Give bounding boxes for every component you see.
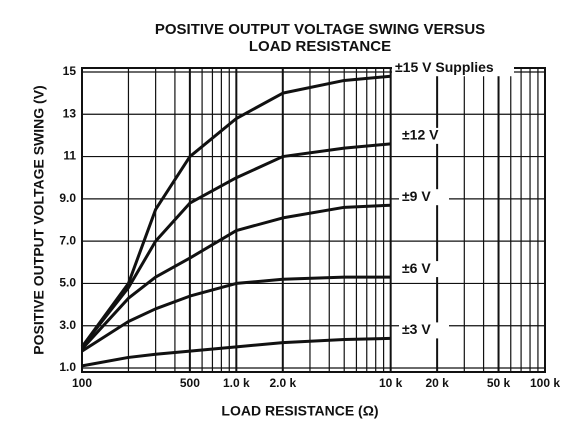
label-background (399, 261, 449, 278)
series-line (80, 142, 391, 348)
x-tick-label: 10 k (379, 376, 403, 390)
x-tick-label: 2.0 k (269, 376, 296, 390)
y-tick-label: 9.0 (59, 191, 76, 205)
x-axis-label: LOAD RESISTANCE (Ω) (221, 403, 378, 419)
x-tick-label: 1.0 k (223, 376, 250, 390)
legend-label: ±12 V (402, 127, 439, 143)
legend-label: ±6 V (402, 260, 431, 276)
chart-title: POSITIVE OUTPUT VOLTAGE SWING VERSUS (155, 21, 485, 38)
legend-label: ±15 V Supplies (395, 59, 494, 75)
x-tick-label: 100 (72, 376, 92, 390)
x-tick-label: 100 k (530, 376, 560, 390)
label-background (399, 322, 449, 339)
y-tick-label: 5.0 (59, 276, 76, 290)
label-background (392, 60, 514, 77)
y-axis-label: POSITIVE OUTPUT VOLTAGE SWING (V) (31, 85, 47, 354)
chart-title: LOAD RESISTANCE (249, 38, 391, 55)
y-tick-label: 11 (63, 149, 76, 163)
series-line (80, 74, 391, 348)
y-tick-label: 1.0 (59, 360, 76, 374)
y-tick-label: 13 (63, 106, 77, 120)
y-tick-label: 3.0 (59, 318, 76, 332)
x-tick-label: 500 (180, 376, 200, 390)
legend-label: ±3 V (402, 321, 431, 337)
legend-label: ±9 V (402, 188, 431, 204)
x-tick-label: 20 k (425, 376, 449, 390)
series-line (81, 336, 391, 368)
label-background (399, 127, 449, 144)
x-tick-label: 50 k (487, 376, 511, 390)
y-tick-label: 15 (63, 64, 77, 78)
series-line (80, 203, 391, 350)
series-line (81, 275, 391, 353)
y-tick-label: 7.0 (59, 233, 76, 247)
label-background (399, 189, 449, 206)
